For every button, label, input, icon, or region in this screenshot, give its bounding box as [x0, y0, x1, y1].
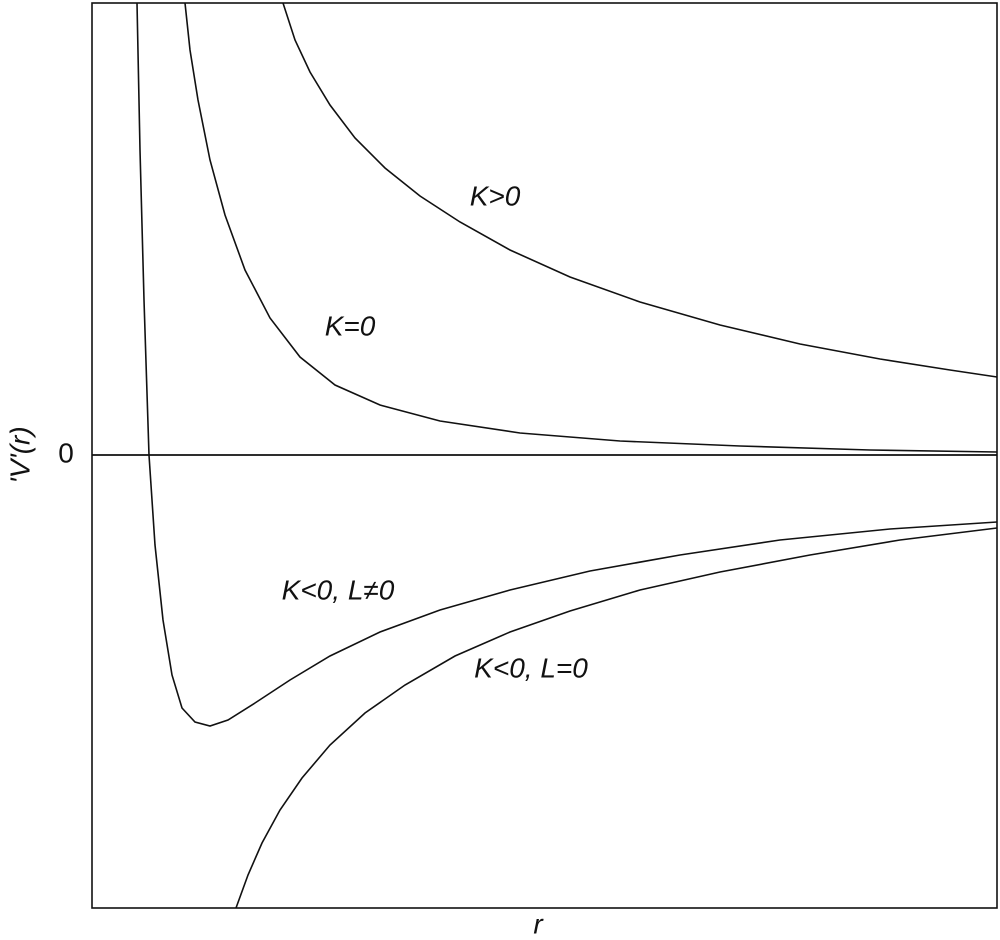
curve-label: K<0, L≠0 [282, 574, 395, 605]
curve-label: K<0, L=0 [474, 652, 588, 683]
curve-k-negative-l-zero [235, 527, 998, 909]
curve-label: K=0 [325, 310, 376, 341]
x-axis-label: r [533, 908, 544, 939]
curve-label: K>0 [470, 180, 521, 211]
curve-k-negative-l-nonzero [136, 2, 998, 727]
y-axis-label: 'V'(r) [4, 426, 35, 483]
zero-label: 0 [58, 437, 74, 468]
curve-k-positive [282, 2, 998, 378]
curve-k-zero [184, 2, 998, 453]
